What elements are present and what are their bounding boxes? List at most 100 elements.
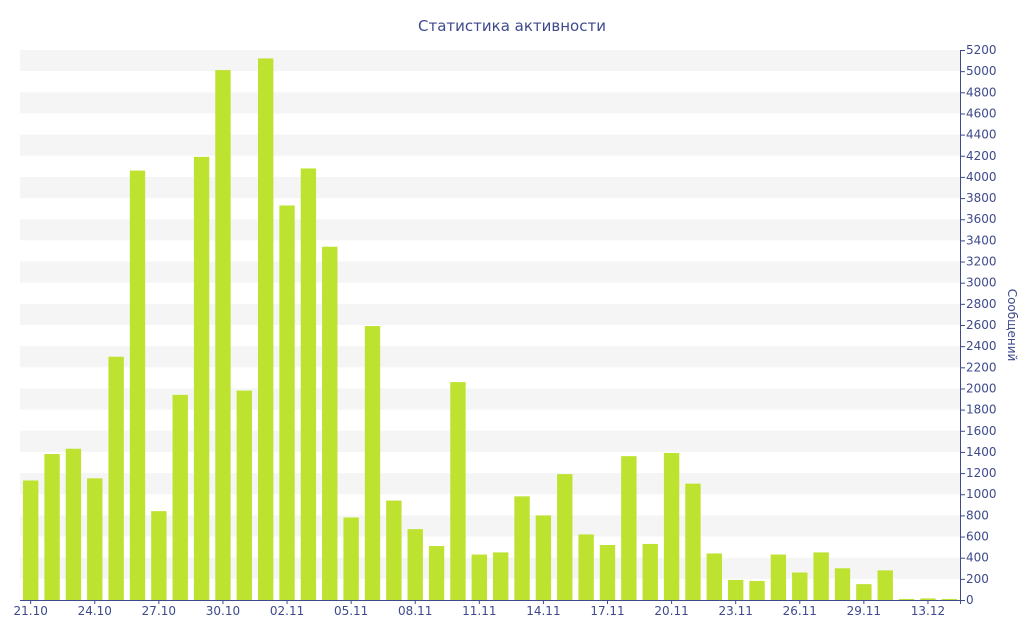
bars	[22, 58, 958, 601]
x-tick-label: 14.11	[526, 604, 560, 618]
grid-band	[20, 303, 960, 325]
grid-band	[20, 176, 960, 199]
x-tick-label: 13.12	[911, 604, 945, 618]
grid-band	[20, 261, 960, 283]
y-tick-label: 1200	[966, 466, 997, 480]
y-tick-label: 1000	[966, 487, 997, 501]
y-tick-label: 3000	[966, 276, 997, 290]
y-tick-label: 2400	[966, 339, 997, 353]
bar-19.11	[642, 543, 658, 600]
bar-25.10	[108, 356, 124, 600]
bar-23.11	[727, 579, 744, 600]
y-tick-label: 2600	[966, 318, 997, 332]
bar-21.10	[22, 480, 39, 600]
bar-09.11	[428, 546, 445, 600]
bar-25.11	[770, 554, 787, 600]
bar-28.11	[834, 568, 851, 600]
x-tick-label: 24.10	[78, 604, 112, 618]
x-tick-label: 27.10	[142, 604, 176, 618]
grid-band	[20, 50, 960, 72]
y-axis-ticks: 0 200 400 600 800 1000 1200 1400 1600 1800 2000 220…	[960, 43, 997, 607]
grid-band	[20, 92, 960, 114]
grid-band	[20, 219, 960, 241]
bar-24.11	[749, 580, 765, 600]
bar-02.11	[279, 205, 295, 600]
bar-04.11	[322, 246, 338, 600]
bar-05.11	[343, 517, 359, 600]
bar-23.10	[65, 448, 82, 600]
bar-29.10	[193, 156, 210, 601]
y-tick-label: 3200	[966, 255, 997, 269]
x-tick-label: 02.11	[270, 604, 304, 618]
grid-band	[20, 473, 960, 495]
bar-01.11	[257, 58, 274, 600]
bar-30.10	[215, 70, 231, 601]
x-axis-ticks: 21.10 24.10 27.10 30.10 02.11 05.11 08.11 11.11…	[14, 600, 945, 618]
y-tick-label: 4400	[966, 128, 997, 142]
bar-11.11	[471, 554, 488, 600]
x-tick-label: 05.11	[334, 604, 368, 618]
y-tick-label: 1400	[966, 445, 997, 459]
x-tick-label: 30.10	[206, 604, 240, 618]
y-tick-label: 2000	[966, 381, 997, 395]
bar-28.10	[172, 394, 188, 600]
bar-13.12	[920, 598, 936, 600]
bar-31.10	[236, 390, 253, 600]
y-tick-label: 3600	[966, 212, 997, 226]
bar-26.11	[792, 572, 808, 600]
y-tick-label: 1800	[966, 403, 997, 417]
bar-13.11	[514, 496, 530, 600]
bar-03.11	[300, 168, 317, 600]
grid-band	[20, 388, 960, 410]
bar-16.11	[578, 534, 594, 600]
y-tick-label: 1600	[966, 424, 997, 438]
bar-12.11	[492, 552, 509, 600]
y-tick-label: 400	[966, 551, 989, 565]
x-tick-label: 08.11	[398, 604, 432, 618]
bar-11.12	[898, 598, 915, 600]
y-tick-label: 4800	[966, 85, 997, 99]
bar-15.11	[557, 474, 573, 600]
bar-27.11	[813, 552, 829, 600]
bar-26.10	[129, 170, 146, 601]
chart-title: Статистика активности	[418, 17, 606, 35]
bar-29.11	[856, 584, 872, 600]
bar-21.11	[685, 483, 701, 600]
bar-30.11	[877, 570, 893, 600]
bar-15.12	[941, 598, 958, 600]
x-tick-label: 17.11	[590, 604, 624, 618]
y-tick-label: 4000	[966, 170, 997, 184]
x-tick-label: 21.10	[14, 604, 48, 618]
bar-22.10	[44, 454, 60, 600]
grid-bands	[20, 50, 960, 579]
bar-27.10	[151, 511, 167, 600]
grid-band	[20, 515, 960, 537]
bar-22.11	[706, 553, 723, 600]
x-tick-label: 26.11	[783, 604, 817, 618]
bar-20.11	[663, 452, 680, 600]
grid-band	[20, 430, 960, 452]
y-axis-label: Сообщений	[1005, 289, 1019, 362]
y-tick-label: 3400	[966, 233, 997, 247]
bar-14.11	[535, 515, 552, 600]
y-tick-label: 800	[966, 508, 989, 522]
bar-18.11	[621, 456, 637, 600]
y-tick-label: 2200	[966, 360, 997, 374]
y-tick-label: 5000	[966, 64, 997, 78]
y-tick-label: 600	[966, 530, 989, 544]
bar-10.11	[450, 382, 466, 600]
bar-08.11	[407, 529, 423, 600]
y-tick-label: 2800	[966, 297, 997, 311]
y-tick-label: 3800	[966, 191, 997, 205]
grid-band	[20, 557, 960, 579]
y-tick-label: 0	[966, 593, 974, 607]
bar-06.11	[364, 326, 381, 600]
x-tick-label: 23.11	[719, 604, 753, 618]
y-tick-label: 4600	[966, 106, 997, 120]
grid-band	[20, 134, 960, 156]
bar-07.11	[386, 500, 402, 600]
bar-24.10	[87, 478, 103, 600]
bar-17.11	[599, 545, 616, 600]
grid-band	[20, 346, 960, 368]
